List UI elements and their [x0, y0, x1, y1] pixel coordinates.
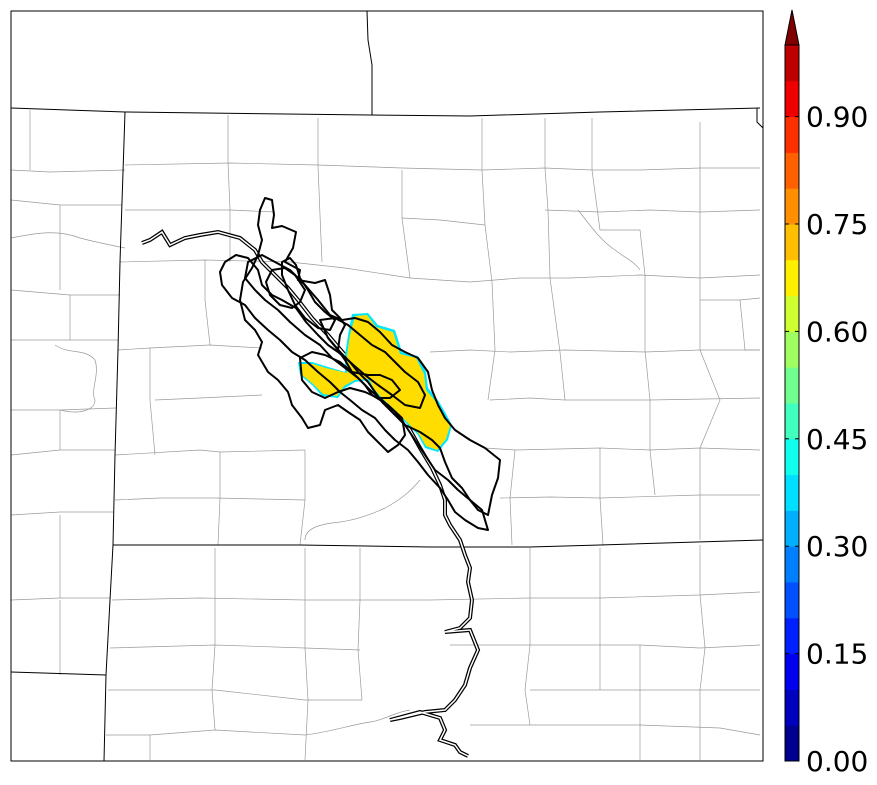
county-boundaries — [10, 110, 761, 761]
colorbar-segment — [785, 224, 799, 261]
storm-track-3 — [244, 254, 501, 516]
colorbar-ticks: 0.00 0.15 0.30 0.45 0.60 0.75 0.90 — [785, 101, 868, 778]
colorbar-frame — [784, 44, 800, 762]
colorbar-tick-label: 0.60 — [806, 315, 868, 348]
colorbar-tick-label: 0.00 — [806, 745, 868, 778]
colorbar-segment — [785, 689, 799, 726]
colorbar-tick-label: 0.75 — [806, 208, 868, 241]
colorbar-segment — [785, 259, 799, 297]
colorbar-segment — [785, 617, 799, 655]
colorbar-segment — [785, 725, 799, 762]
colorbar-segment — [785, 80, 799, 118]
colorbar-segment — [785, 188, 799, 225]
storm-tracks — [219, 197, 501, 531]
colorbar-segments — [785, 45, 799, 762]
map-panel — [10, 10, 764, 762]
colorbar-segment — [785, 403, 799, 440]
colorbar: 0.00 0.15 0.30 0.45 0.60 0.75 0.90 — [784, 9, 868, 778]
colorbar-segment — [785, 438, 799, 476]
colorbar-segment — [785, 546, 799, 583]
colorbar-tick-label: 0.15 — [806, 638, 868, 671]
storm-track-7 — [319, 317, 426, 409]
colorbar-extend-triangle — [784, 9, 800, 46]
colorbar-segment — [785, 331, 799, 368]
colorbar-tick-label: 0.90 — [806, 101, 868, 134]
colorbar-segment — [785, 45, 799, 82]
state-boundaries — [10, 10, 764, 762]
colorbar-segment — [785, 582, 799, 619]
colorbar-tick-label: 0.45 — [806, 423, 868, 456]
storm-track-6 — [299, 351, 401, 399]
river — [141, 229, 481, 758]
colorbar-segment — [785, 510, 799, 547]
storm-track-5 — [281, 257, 336, 331]
colorbar-segment — [785, 295, 799, 332]
colorbar-segment — [785, 367, 799, 404]
colorbar-tick-label: 0.30 — [806, 530, 868, 563]
map-frame — [10, 10, 764, 762]
colorbar-segment — [785, 474, 799, 511]
colorbar-segment — [785, 116, 799, 153]
colorbar-segment — [785, 152, 799, 189]
colorbar-segment — [785, 653, 799, 690]
